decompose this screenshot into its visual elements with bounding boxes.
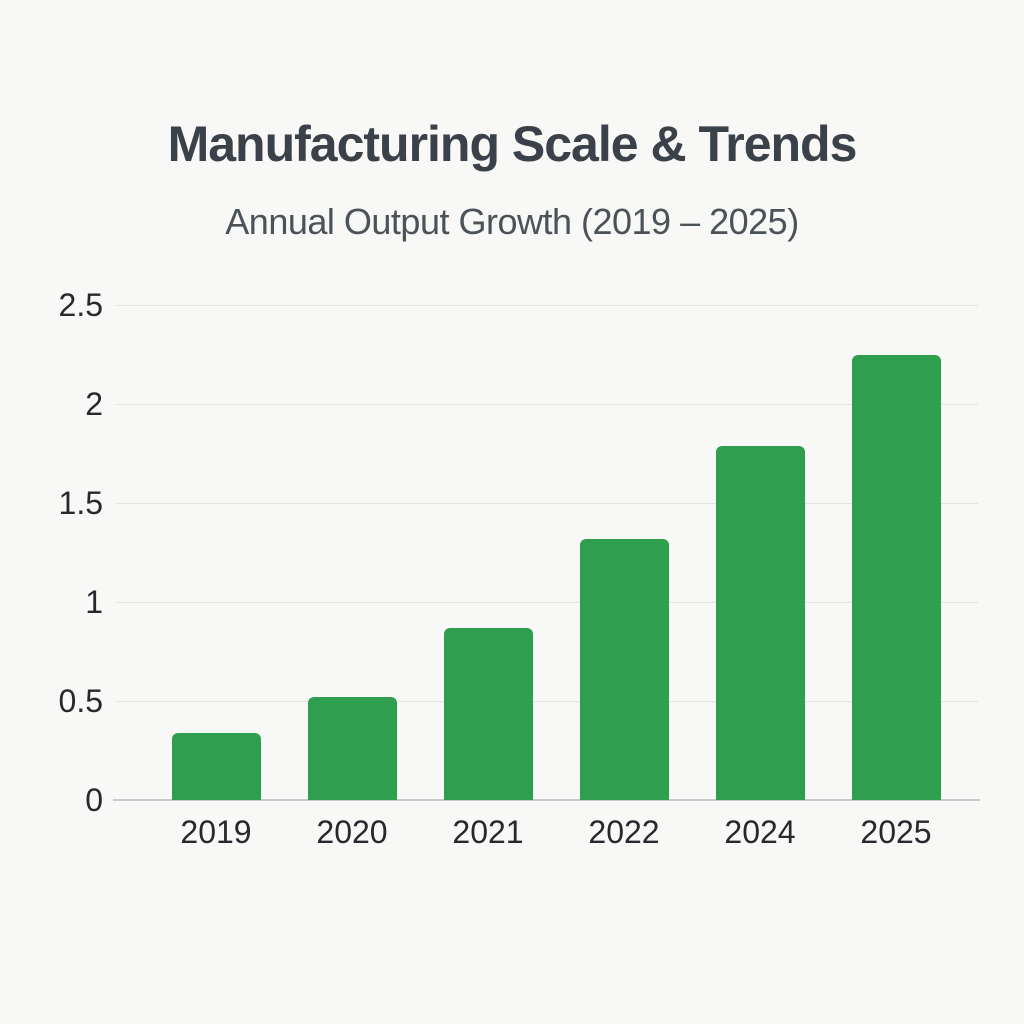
y-tick-label-1.5: 1.5 bbox=[58, 485, 103, 521]
bar-2020 bbox=[307, 697, 397, 800]
x-tick-label-2021: 2021 bbox=[452, 814, 524, 850]
chart-subtitle: Annual Output Growth (2019 – 2025) bbox=[225, 200, 799, 242]
y-tick-label-0: 0 bbox=[85, 782, 103, 818]
y-tick-label-2: 2 bbox=[85, 386, 103, 422]
y-tick-label-2.5: 2.5 bbox=[58, 287, 103, 323]
gridline-0.5 bbox=[115, 701, 978, 702]
x-tick-label-2020: 2020 bbox=[316, 814, 388, 850]
gridline-1.5 bbox=[115, 503, 978, 504]
y-tick-label-0.5: 0.5 bbox=[58, 683, 103, 719]
bar-2025 bbox=[851, 354, 941, 800]
bar-2019 bbox=[171, 732, 261, 800]
x-tick-label-2019: 2019 bbox=[180, 814, 252, 850]
x-tick-label-2022: 2022 bbox=[588, 814, 660, 850]
gridline-1 bbox=[115, 602, 978, 603]
x-tick-label-2024: 2024 bbox=[724, 814, 796, 850]
chart-title: Manufacturing Scale & Trends bbox=[167, 115, 858, 172]
x-tick-label-2025: 2025 bbox=[860, 814, 932, 850]
bar-2021 bbox=[443, 627, 533, 800]
bar-2024 bbox=[715, 445, 805, 800]
y-tick-label-1: 1 bbox=[85, 584, 103, 620]
x-axis-line bbox=[113, 799, 980, 801]
gridline-2.5 bbox=[115, 305, 978, 306]
bar-2022 bbox=[579, 538, 669, 800]
gridline-2 bbox=[115, 404, 978, 405]
plot-area bbox=[113, 305, 980, 801]
